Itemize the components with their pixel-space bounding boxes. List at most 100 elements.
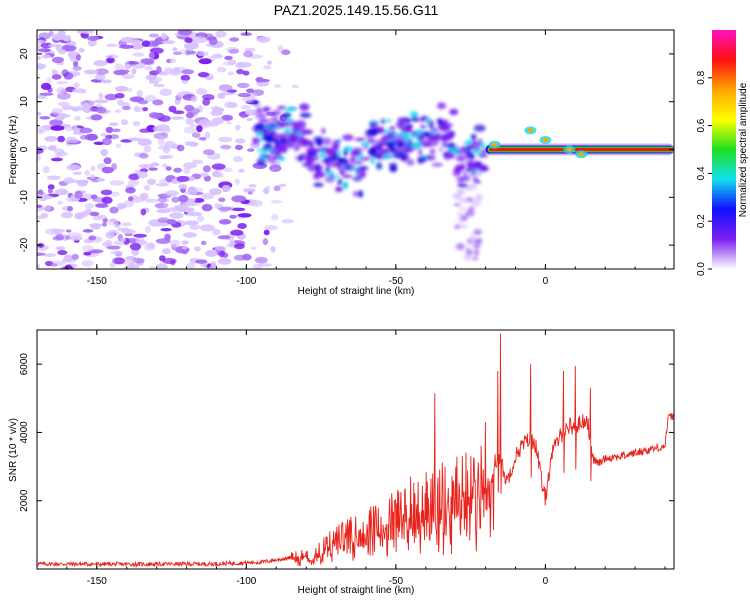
spectrogram-scintillation-blob (396, 142, 404, 148)
spectrogram-scintillation-blob (447, 146, 459, 153)
spectrogram-scintillation-blob (354, 137, 366, 142)
spectrogram-noise-blob (104, 93, 118, 101)
spectrogram-noise-blob (237, 213, 252, 218)
spectrogram-noise-blob (153, 132, 169, 140)
snr-y-axis-label: SNR (10 * v/v) (8, 418, 19, 482)
spectrogram-noise-blob (37, 147, 44, 155)
spectrogram-noise-blob (211, 53, 224, 59)
spectrogram-noise-blob (205, 249, 218, 257)
spectrogram-scintillation-blob (299, 112, 312, 118)
spectrogram-noise-blob (57, 200, 63, 205)
spectrogram-noise-blob (37, 153, 41, 161)
spectrogram-noise-blob (57, 250, 68, 256)
colorbar-tick-label: 0.8 (696, 70, 707, 84)
spectrogram-noise-blob (147, 178, 156, 185)
spectrogram-noise-blob (250, 246, 257, 250)
spectrogram-scintillation-blob (461, 145, 471, 152)
spectrogram-noise-blob (72, 125, 78, 132)
spectrogram-noise-blob (233, 156, 243, 163)
spectrogram-scintillation-blob (403, 147, 414, 153)
spectrogram-noise-blob (83, 251, 92, 256)
spectrogram-scintillation-blob (385, 142, 393, 147)
spectrogram-noise-blob (162, 163, 168, 168)
spectrogram-scintillation-blob (397, 117, 408, 124)
spectrogram-scintillation-blob (418, 148, 423, 157)
spectrogram-noise-blob (115, 85, 129, 92)
spectrogram-noise-blob (281, 219, 294, 224)
spectrogram-scintillation-blob (262, 106, 271, 112)
spectrogram-noise-blob (161, 248, 171, 255)
spectrogram-scintillation-blob (305, 161, 314, 167)
spectrogram-noise-blob (144, 184, 150, 191)
spectrogram-noise-blob (61, 44, 76, 52)
spectrogram-noise-blob (38, 129, 44, 135)
spectrogram-scintillation-blob (313, 182, 324, 187)
snr-frame (36, 329, 675, 570)
spectrogram-noise-blob (161, 40, 176, 44)
spectrogram-scintillation-blob (468, 206, 475, 212)
spectrogram-noise-blob (109, 262, 116, 268)
tone-feature-core (542, 137, 549, 142)
spectrogram-noise-blob (60, 265, 75, 269)
spectrogram-noise-blob (227, 71, 234, 76)
spectrogram-noise-blob (184, 220, 199, 226)
spectrogram-noise-blob (192, 190, 198, 196)
spectrogram-scintillation-blob (337, 157, 348, 164)
spectrogram-noise-blob (93, 141, 105, 145)
spectrogram-noise-blob (90, 166, 96, 171)
spectrogram-noise-blob (229, 37, 240, 42)
spectrogram-noise-blob (55, 246, 66, 251)
spectrogram-noise-blob (103, 157, 112, 165)
spectrogram-noise-blob (183, 162, 197, 169)
spectrogram-noise-blob (148, 167, 158, 171)
tone-feature-core (566, 147, 573, 152)
spectrogram-scintillation-blob (409, 111, 419, 118)
spectrogram-noise-blob (229, 240, 236, 248)
spectrogram-noise-blob (159, 255, 166, 262)
spectrogram-scintillation-blob (291, 121, 298, 129)
spectrogram-scintillation-blob (362, 144, 369, 150)
spectrogram-noise-blob (128, 196, 134, 202)
spectrogram-noise-blob (39, 92, 54, 96)
spectrogram-noise-blob (195, 88, 208, 95)
chart-title: PAZ1.2025.149.15.56.G11 (274, 2, 439, 18)
spectrogram-noise-blob (114, 109, 122, 113)
spectrogram-noise-blob (45, 260, 53, 267)
spectrogram-scintillation-blob (418, 134, 425, 142)
spectrogram-scintillation-blob (389, 126, 396, 131)
spectrogram-scintillation-blob (465, 210, 475, 217)
spectrogram-scintillation-blob (302, 129, 313, 135)
spectrogram-scintillation-blob (457, 181, 464, 186)
spectrogram-noise-blob (160, 228, 172, 232)
spectrogram-noise-blob (117, 69, 130, 74)
spectrogram-noise-blob (271, 213, 279, 221)
spectrogram-noise-blob (68, 235, 84, 241)
spectrogram-noise-blob (72, 72, 81, 76)
spectrogram-scintillation-blob (271, 110, 282, 117)
spectrogram-scintillation-blob (436, 102, 447, 110)
spectrogram-noise-blob (129, 197, 145, 203)
spectrogram-scintillation-blob (428, 133, 440, 142)
spectrogram-noise-blob (154, 77, 163, 82)
spectrogram-noise-blob (37, 63, 47, 70)
spectrogram-noise-blob (61, 69, 69, 77)
spectrogram-scintillation-blob (425, 154, 436, 161)
spectrogram-noise-blob (80, 30, 95, 34)
spectrogram-noise-blob (96, 178, 106, 182)
spectrogram-scintillation-blob (386, 132, 395, 140)
spectrogram-scintillation-blob (320, 149, 325, 157)
spectrogram-noise-blob (198, 137, 207, 141)
spectrogram-scintillation-blob (408, 134, 419, 139)
spectrogram-scintillation-blob (284, 118, 294, 122)
spectrogram-scintillation-blob (339, 170, 346, 175)
spectrogram-noise-blob (121, 229, 136, 234)
spectrogram-scintillation-blob (429, 148, 436, 155)
spectrogram-scintillation-blob (367, 137, 376, 144)
tone-feature-core (578, 152, 585, 157)
spectrogram-scintillation-blob (404, 124, 410, 128)
spectrogram-noise-blob (214, 203, 221, 209)
spectrogram-noise-blob (246, 117, 254, 122)
spectrogram-scintillation-blob (473, 244, 481, 249)
spectrogram-scintillation-blob (366, 128, 379, 137)
spectrogram-noise-blob (84, 169, 90, 176)
